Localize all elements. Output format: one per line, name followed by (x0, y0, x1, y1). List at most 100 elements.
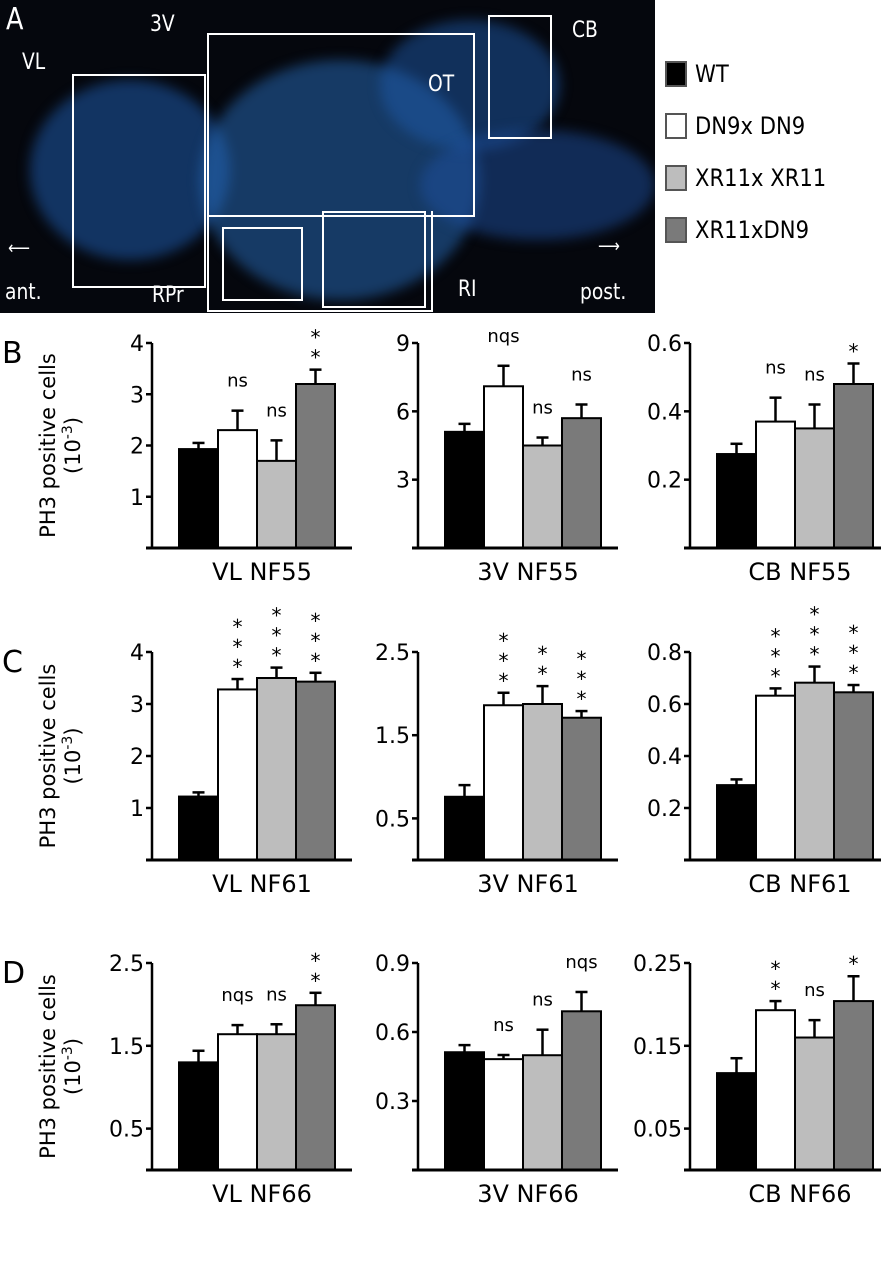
bar (716, 453, 757, 549)
label-cb: CB (572, 18, 598, 43)
legend-item-dn9: DN9x DN9 (665, 112, 820, 140)
swatch-xr11 (665, 165, 687, 191)
x-axis-label: CB NF55 (748, 558, 851, 586)
bar (178, 795, 219, 861)
y-axis-label: PH3 positive cells (36, 974, 60, 1159)
legend-label: DN9x DN9 (695, 112, 806, 140)
tissue-tectum (380, 20, 560, 150)
y-axis-unit: (10-3) (60, 727, 85, 784)
x-axis-label: CB NF66 (748, 1180, 851, 1208)
chart-D-1: nqs ns ** 0.5 1.5 2.5 VL NF66 (109, 949, 352, 1208)
significance-label: ns (765, 358, 786, 379)
label-3v: 3V (150, 12, 175, 37)
bar (755, 1009, 796, 1171)
y-axis-unit: (10-3) (60, 417, 85, 474)
region-box-ri (322, 211, 426, 308)
y-tick-label: 0.2 (647, 469, 682, 494)
chart-D-3: ** ns * 0.05 0.15 0.25 CB NF66 (633, 952, 881, 1208)
y-axis-label: PH3 positive cells (36, 664, 60, 849)
legend-item-xr11: XR11x XR11 (665, 164, 844, 192)
y-tick-label: 2.5 (375, 641, 410, 666)
significance-label: ns (804, 365, 825, 386)
significance-stars: *** (304, 609, 328, 669)
significance-label: ns (266, 984, 287, 1005)
bar (833, 691, 874, 861)
bar (483, 1058, 524, 1172)
y-tick-label: 2.5 (109, 952, 144, 977)
significance-label: nqs (565, 952, 597, 973)
swatch-xr11dn9 (665, 217, 687, 243)
significance-stars: ** (304, 326, 328, 366)
bar (483, 704, 524, 861)
y-tick-label: 0.25 (633, 952, 682, 977)
x-axis-label: CB NF61 (748, 870, 851, 898)
y-tick-label: 0.15 (633, 1035, 682, 1060)
bar (561, 716, 602, 862)
y-tick-label: 0.8 (647, 641, 682, 666)
region-box-3v (207, 33, 475, 217)
significance-label: nqs (487, 326, 519, 347)
bar (217, 429, 258, 549)
significance-stars: *** (570, 647, 594, 707)
label-ot: OT (428, 72, 455, 97)
panel-letter-a: A (6, 2, 24, 37)
bar (217, 1033, 258, 1172)
bar (833, 383, 874, 549)
y-tick-label: 0.6 (375, 1021, 410, 1046)
legend-label: WT (695, 60, 729, 88)
bar (522, 703, 563, 861)
chart-B-3: ns ns * 0.2 0.4 0.6 CB NF55 (647, 332, 881, 586)
chart-C-1: *** *** *** 1 2 3 4 VL NF61 (130, 604, 352, 898)
y-tick-label: 0.6 (647, 332, 682, 357)
y-tick-label: 3 (396, 469, 410, 494)
y-tick-label: 0.9 (375, 952, 410, 977)
bar (716, 1072, 757, 1172)
y-tick-label: 0.5 (375, 807, 410, 832)
region-box-vl (72, 74, 206, 288)
significance-label: ns (493, 1015, 514, 1036)
significance-stars: ** (304, 949, 328, 989)
label-rpr: RPr (152, 283, 184, 308)
region-box-cb (488, 15, 552, 139)
y-tick-label: 2 (130, 435, 144, 460)
significance-label: nqs (221, 985, 253, 1006)
bar (794, 1036, 835, 1172)
legend-item-wt: WT (665, 60, 733, 88)
significance-label: ns (266, 400, 287, 421)
bar (295, 1004, 336, 1172)
significance-label: ns (532, 398, 553, 419)
y-axis-unit: (10-3) (60, 1038, 85, 1095)
x-axis-label: VL NF55 (212, 558, 312, 586)
chart-C-3: *** *** *** 0.2 0.4 0.6 0.8 CB NF61 (647, 603, 881, 898)
panel-letter-d: D (2, 956, 25, 991)
region-box-rpr (222, 227, 303, 301)
x-axis-label: 3V NF61 (477, 870, 579, 898)
y-tick-label: 9 (396, 332, 410, 357)
significance-stars: *** (265, 604, 289, 664)
y-tick-label: 0.2 (647, 797, 682, 822)
swatch-wt (665, 61, 687, 87)
x-axis-label: 3V NF55 (477, 558, 579, 586)
bar (256, 459, 297, 549)
y-tick-label: 1 (130, 797, 144, 822)
y-tick-label: 0.4 (647, 400, 682, 425)
bar (178, 448, 219, 549)
label-ri: RI (458, 277, 477, 302)
y-tick-label: 1.5 (375, 724, 410, 749)
y-tick-label: 3 (130, 383, 144, 408)
y-tick-label: 0.05 (633, 1118, 682, 1143)
arrow-left-icon: ⟵ (8, 238, 30, 259)
bar (794, 681, 835, 861)
panel-letter-c: C (2, 645, 23, 680)
y-tick-label: 4 (130, 641, 144, 666)
significance-stars: * (842, 952, 866, 972)
significance-stars: ** (764, 957, 788, 997)
panel-letter-b: B (2, 336, 23, 371)
significance-label: ns (532, 990, 553, 1011)
chart-C-2: *** ** ***0.51.52.53V NF61 (375, 629, 618, 898)
significance-stars: *** (803, 603, 827, 663)
bar (295, 383, 336, 549)
significance-stars: *** (764, 624, 788, 684)
